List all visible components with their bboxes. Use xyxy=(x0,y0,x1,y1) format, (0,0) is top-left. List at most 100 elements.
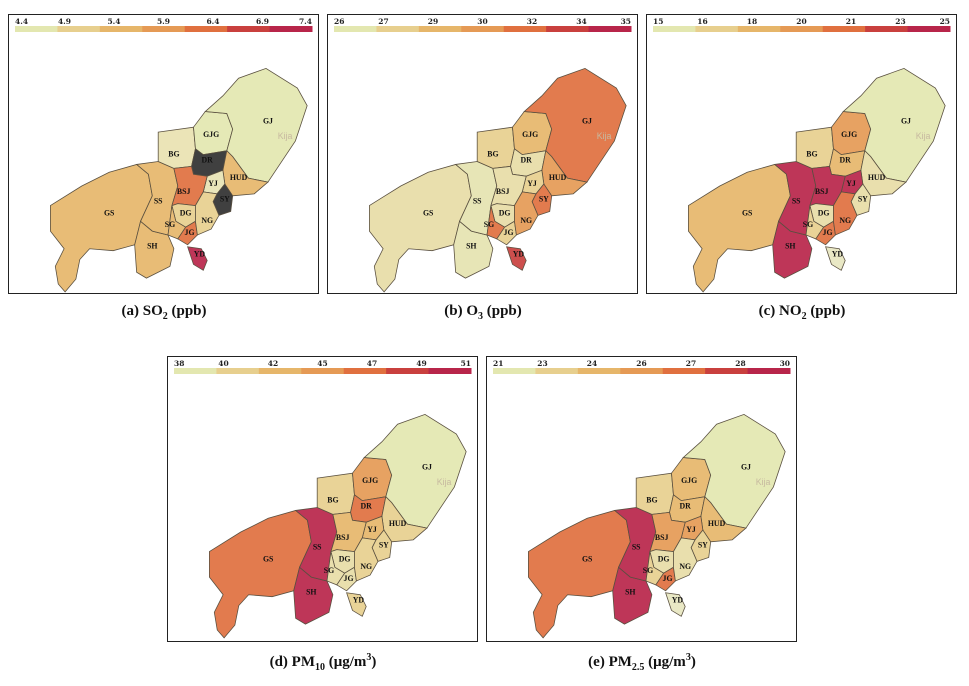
district-label-bg: BG xyxy=(487,150,498,159)
map-svg-e: 21 23 24 26 27 28 30 Kija GS SH SS BG GJG GJ DR HUD YJSY… xyxy=(493,359,791,639)
basemap-place-label: Kija xyxy=(437,477,452,487)
district-label-yd: YD xyxy=(353,596,365,605)
district-label-gj: GJ xyxy=(582,116,592,125)
colorbar-segment xyxy=(15,26,58,32)
colorbar-segment xyxy=(907,26,951,32)
colorbar-tick-label: 47 xyxy=(367,359,377,368)
map-panel-d: 38 40 42 45 47 49 51 Kija GS SH SS BG GJG GJ DR HUD YJ SY… xyxy=(167,356,478,642)
district-label-ss: SS xyxy=(473,197,482,206)
district-bg xyxy=(635,472,674,515)
colorbar-segment xyxy=(546,26,590,32)
district-label-ng: NG xyxy=(520,216,532,225)
district-label-sh: SH xyxy=(147,242,157,251)
colorbar-tick-label: 28 xyxy=(735,359,745,368)
colorbar-segment xyxy=(747,368,791,374)
district-gj xyxy=(363,413,467,529)
district-sg xyxy=(645,551,665,586)
district-label-bg: BG xyxy=(646,496,657,505)
colorbar-segment xyxy=(705,368,749,374)
colorbar-segment xyxy=(334,26,377,32)
district-label-sh: SH xyxy=(625,588,635,597)
colorbar-segment xyxy=(653,26,696,32)
district-label-bsj: BSJ xyxy=(177,187,191,196)
colorbar-tick-label: 35 xyxy=(621,17,631,26)
district-label-ss: SS xyxy=(792,197,801,206)
district-yd xyxy=(346,592,367,617)
colorbar-tick-label: 45 xyxy=(317,359,327,368)
district-label-hud: HUD xyxy=(389,519,407,528)
district-yd xyxy=(665,592,686,617)
district-bg xyxy=(476,126,515,169)
colorbar-tick-label: 26 xyxy=(636,359,646,368)
district-label-gjg: GJG xyxy=(203,130,219,139)
district-gs xyxy=(688,164,791,293)
district-label-hud: HUD xyxy=(868,173,886,182)
basemap-place-label: Kija xyxy=(597,131,612,141)
district-bg xyxy=(157,126,196,169)
district-label-hud: HUD xyxy=(230,173,248,182)
district-label-gs: GS xyxy=(104,208,115,217)
district-gj xyxy=(842,67,946,183)
district-label-sy: SY xyxy=(379,541,389,550)
colorbar-tick-label: 7.4 xyxy=(299,17,312,26)
district-label-sy: SY xyxy=(220,195,230,204)
district-label-ng: NG xyxy=(201,216,213,225)
district-label-bg: BG xyxy=(327,496,338,505)
colorbar-tick-label: 34 xyxy=(576,17,586,26)
district-label-ss: SS xyxy=(313,543,322,552)
district-label-yj: YJ xyxy=(367,525,377,534)
colorbar-tick-label: 51 xyxy=(461,359,471,368)
colorbar-segment xyxy=(418,26,462,32)
colorbar-segment xyxy=(695,26,739,32)
colorbar-segment xyxy=(577,368,621,374)
colorbar-tick-label: 4.9 xyxy=(58,17,71,26)
district-label-gs: GS xyxy=(742,208,753,217)
district-label-jg: JG xyxy=(344,574,354,583)
district-label-bsj: BSJ xyxy=(815,187,829,196)
district-label-sh: SH xyxy=(466,242,476,251)
district-label-yj: YJ xyxy=(686,525,696,534)
colorbar-tick-label: 26 xyxy=(334,17,344,26)
map-panel-e: 21 23 24 26 27 28 30 Kija GS SH SS BG GJG GJ DR HUD YJ SY… xyxy=(486,356,797,642)
district-label-gj: GJ xyxy=(741,462,751,471)
district-label-yj: YJ xyxy=(208,179,218,188)
district-label-sy: SY xyxy=(858,195,868,204)
district-label-yd: YD xyxy=(513,250,525,259)
district-ng xyxy=(673,537,698,582)
colorbar-segment xyxy=(503,26,547,32)
colorbar-tick-label: 27 xyxy=(378,17,388,26)
district-sg xyxy=(486,205,506,240)
district-label-dr: DR xyxy=(202,155,214,164)
district-label-bg: BG xyxy=(168,150,179,159)
colorbar-segment xyxy=(343,368,387,374)
colorbar-tick-label: 40 xyxy=(218,359,228,368)
colorbar-tick-label: 18 xyxy=(747,17,757,26)
district-label-sg: SG xyxy=(803,220,813,229)
colorbar-segment xyxy=(662,368,706,374)
colorbar-tick-label: 4.4 xyxy=(15,17,28,26)
caption-a: (a) SO2 (ppb) xyxy=(121,303,207,322)
colorbar-tick-label: 5.4 xyxy=(107,17,120,26)
colorbar-segment xyxy=(142,26,186,32)
district-label-dg: DG xyxy=(180,208,192,217)
district-label-jg: JG xyxy=(504,228,514,237)
colorbar-tick-label: 27 xyxy=(686,359,696,368)
colorbar-tick-label: 15 xyxy=(653,17,663,26)
district-label-bsj: BSJ xyxy=(496,187,510,196)
colorbar-tick-label: 25 xyxy=(940,17,950,26)
map-panel-a: 4.4 4.9 5.4 5.9 6.4 6.9 7.4 Kija GS SH SS BG GJG GJ DR… xyxy=(8,14,319,294)
map-svg-c: 15 16 18 20 21 23 25 Kija GS SH SS BG GJG GJ DR HUD YJSY… xyxy=(653,17,951,293)
basemap-place-label: Kija xyxy=(916,131,931,141)
district-label-yd: YD xyxy=(832,250,844,259)
colorbar-segment xyxy=(737,26,781,32)
district-gj xyxy=(682,413,786,529)
district-label-gjg: GJG xyxy=(522,130,538,139)
district-label-ng: NG xyxy=(839,216,851,225)
colorbar-segment xyxy=(428,368,472,374)
district-ng xyxy=(833,191,858,236)
colorbar-tick-label: 23 xyxy=(537,359,547,368)
district-ng xyxy=(514,191,539,236)
